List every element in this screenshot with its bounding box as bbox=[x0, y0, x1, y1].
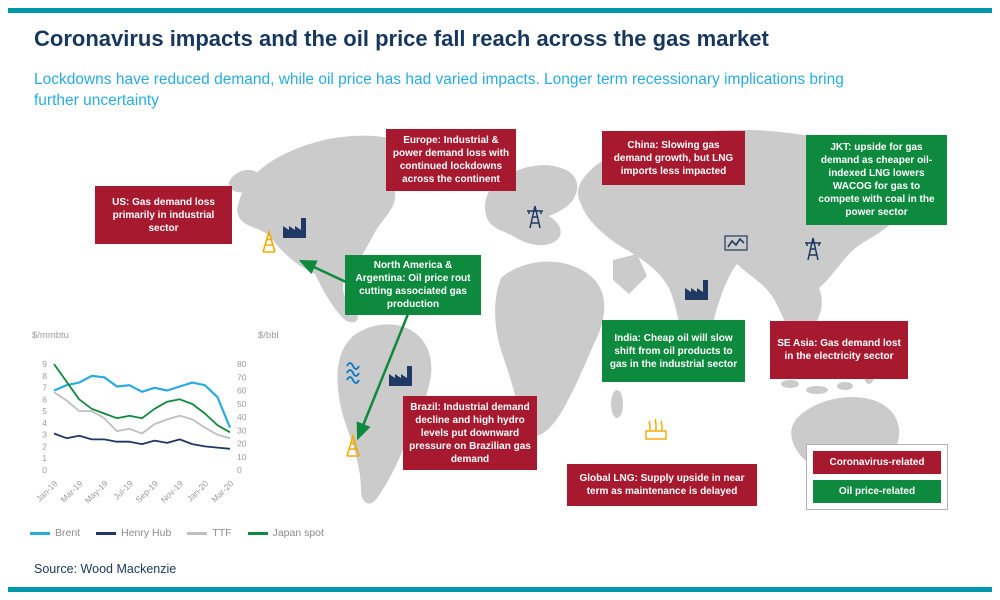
legend-swatch bbox=[30, 531, 50, 535]
chart-legend: Brent Henry Hub TTF Japan spot bbox=[30, 527, 324, 539]
source: Source: Wood Mackenzie bbox=[34, 562, 177, 576]
annotation-europe: Europe: Industrial & power demand loss w… bbox=[386, 129, 516, 191]
chart-tick-label: 3 bbox=[42, 430, 47, 440]
continent-africa bbox=[495, 261, 605, 437]
chart-tick-label: 7 bbox=[42, 383, 47, 393]
arrow-icon bbox=[356, 313, 410, 441]
factory-icon bbox=[685, 280, 708, 300]
page-title: Coronavirus impacts and the oil price fa… bbox=[34, 26, 769, 51]
chart-tick-label: 2 bbox=[42, 441, 47, 451]
chart-tick-label: Mar-20 bbox=[209, 478, 235, 504]
map-key: Coronavirus-related Oil price-related bbox=[806, 444, 948, 510]
annotation-na-argentina: North America & Argentina: Oil price rou… bbox=[345, 255, 481, 315]
map-key-coronavirus: Coronavirus-related bbox=[813, 451, 941, 474]
island-japan bbox=[826, 223, 850, 251]
annotation-global-lng: Global LNG: Supply upside in near term a… bbox=[567, 464, 757, 506]
annotation-india: India: Cheap oil will slow shift from oi… bbox=[602, 320, 745, 382]
chart-tick-label: 0 bbox=[42, 465, 47, 475]
chart-tick-label: 0 bbox=[237, 465, 242, 475]
legend-label: TTF bbox=[212, 527, 232, 539]
factory-icon bbox=[389, 366, 412, 386]
island-indonesia-2 bbox=[806, 386, 828, 394]
legend-item-japan-spot: Japan spot bbox=[247, 527, 324, 539]
legend-item-brent: Brent bbox=[30, 527, 80, 539]
annotation-brazil: Brazil: Industrial demand decline and hi… bbox=[403, 396, 537, 470]
chart-series-henry-hub bbox=[53, 432, 231, 450]
chart-tick-label: 1 bbox=[42, 453, 47, 463]
chart-tick-label: 30 bbox=[237, 425, 247, 435]
island-madagascar bbox=[611, 390, 623, 418]
map-key-oil-price: Oil price-related bbox=[813, 480, 941, 503]
chart-tick-label: 80 bbox=[237, 359, 247, 369]
island-indonesia-1 bbox=[781, 380, 799, 388]
annotation-china: China: Slowing gas demand growth, but LN… bbox=[602, 131, 745, 185]
chart-tick-label: Nov-19 bbox=[159, 478, 186, 505]
axis-title-left: $/mmbtu bbox=[32, 330, 69, 341]
factory-icon bbox=[283, 218, 306, 238]
chart-tick-label: Jan-19 bbox=[34, 478, 60, 504]
chart-tick-label: 70 bbox=[237, 372, 247, 382]
legend-label: Henry Hub bbox=[121, 527, 172, 539]
oil-derrick-icon bbox=[346, 433, 360, 457]
power-tower-icon bbox=[527, 205, 543, 229]
legend-label: Brent bbox=[55, 527, 81, 539]
chart-tick-label: 40 bbox=[237, 412, 247, 422]
legend-swatch bbox=[187, 531, 208, 535]
chart-tick-label: Mar-19 bbox=[58, 478, 84, 504]
chart-tick-label: 50 bbox=[237, 399, 247, 409]
chart-tick-label: 6 bbox=[42, 394, 47, 404]
chart-tick-label: 10 bbox=[237, 452, 247, 462]
legend-swatch bbox=[96, 531, 117, 535]
legend-label: Japan spot bbox=[272, 527, 324, 539]
gas-ticker-icon bbox=[724, 235, 748, 251]
chart-tick-label: 8 bbox=[42, 371, 47, 381]
chart-tick-label: Jan-20 bbox=[185, 478, 211, 504]
chart-tick-label: 20 bbox=[237, 439, 247, 449]
lng-plant-icon bbox=[645, 418, 667, 440]
chart-tick-label: 9 bbox=[42, 359, 47, 369]
chart-tick-label: Sep-19 bbox=[134, 478, 161, 505]
chart-tick-label: 4 bbox=[42, 418, 47, 428]
chart-series-japan-spot bbox=[53, 363, 231, 434]
chart-series-brent bbox=[53, 374, 232, 429]
axis-title-right: $/bbl bbox=[258, 330, 279, 341]
region-arabia bbox=[613, 254, 647, 294]
chart-tick-label: May-19 bbox=[83, 478, 110, 505]
continent-north-america bbox=[237, 135, 418, 323]
price-chart: $/mmbtu $/bbl 0 1 2 3 4 5 6 7 8 9 0 10 20 30 40 50 60 70 8… bbox=[18, 326, 308, 536]
legend-swatch bbox=[247, 531, 268, 535]
chart-tick-label: 5 bbox=[42, 406, 47, 416]
annotation-jkt: JKT: upside for gas demand as cheaper oi… bbox=[806, 135, 947, 225]
chart-series-ttf bbox=[53, 391, 231, 440]
island-indonesia-3 bbox=[837, 382, 853, 390]
chart-tick-label: 60 bbox=[237, 386, 247, 396]
legend-item-henry-hub: Henry Hub bbox=[96, 527, 171, 539]
arrow-icon bbox=[298, 259, 347, 284]
annotation-us: US: Gas demand loss primarily in industr… bbox=[95, 186, 232, 244]
chart-tick-label: Jul-19 bbox=[111, 478, 135, 502]
top-accent-bar bbox=[8, 8, 992, 13]
page-subtitle: Lockdowns have reduced demand, while oil… bbox=[34, 71, 844, 109]
bottom-accent-bar bbox=[8, 587, 992, 592]
hydro-waves-icon bbox=[346, 362, 360, 384]
oil-derrick-icon bbox=[262, 229, 276, 253]
annotation-se-asia: SE Asia: Gas demand lost in the electric… bbox=[770, 321, 908, 379]
power-tower-icon bbox=[805, 237, 821, 261]
legend-item-ttf: TTF bbox=[187, 527, 232, 539]
